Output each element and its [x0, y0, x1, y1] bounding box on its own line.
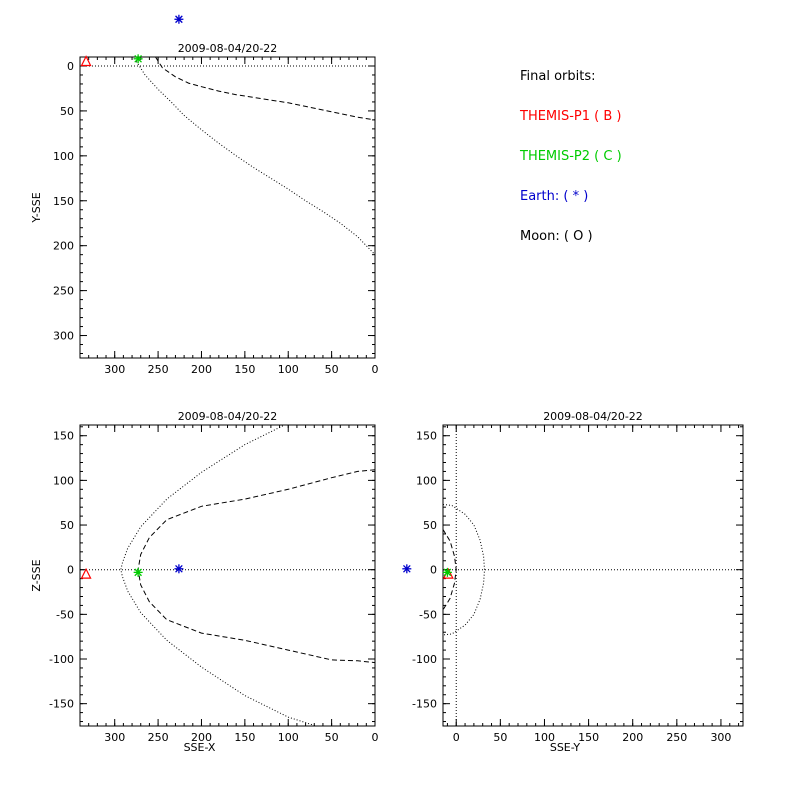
y-tick-label: -50 [56, 608, 74, 621]
y-tick-label: 150 [53, 195, 74, 208]
x-tick-label: 100 [534, 731, 555, 744]
x-tick-label: 150 [234, 363, 255, 376]
x-tick-label: 150 [578, 731, 599, 744]
y-axis-label: Y-SSE [30, 192, 43, 223]
orbit-curve-dotted [120, 425, 318, 726]
y-tick-label: 0 [67, 564, 74, 577]
earth-marker [174, 14, 184, 24]
x-tick-label: 300 [710, 731, 731, 744]
orbit-curve-dashed [443, 529, 457, 611]
x-tick-label: 250 [148, 731, 169, 744]
x-tick-label: 200 [622, 731, 643, 744]
x-tick-label: 50 [493, 731, 507, 744]
x-tick-label: 0 [453, 731, 460, 744]
x-tick-label: 300 [104, 363, 125, 376]
y-tick-label: 0 [430, 564, 437, 577]
plot-area [120, 425, 375, 726]
y-tick-label: -100 [49, 653, 74, 666]
y-tick-label: 150 [416, 430, 437, 443]
x-tick-label: 150 [234, 731, 255, 744]
asterisk-stroke [402, 564, 411, 573]
orbit-curve-dashed [137, 469, 375, 664]
y-tick-label: 100 [53, 150, 74, 163]
asterisk-stroke [134, 54, 142, 63]
asterisk-stroke [175, 564, 183, 573]
orbit-panel-3: 2009-08-04/20-22 0 50 100 150 200 250 300 -150 -1… [402, 410, 744, 754]
x-axis-label: SSE-Y [550, 741, 581, 754]
earth-marker [174, 564, 184, 574]
themis-p2-marker [442, 567, 452, 577]
x-tick-label: 100 [278, 363, 299, 376]
themis-p1-marker [80, 55, 92, 67]
x-tick-label: 50 [325, 731, 339, 744]
orbit-panel-2: 2009-08-04/20-22 300 250 200 150 100 50 0 -150 -1… [30, 410, 379, 754]
plot-area [443, 504, 486, 636]
y-tick-label: 50 [60, 105, 74, 118]
asterisk-stroke [443, 568, 452, 577]
x-tick-label: 200 [191, 363, 212, 376]
orbit-curve-dotted [443, 504, 486, 636]
themis-p1-marker [80, 567, 92, 579]
x-tick-label: 50 [325, 363, 339, 376]
y-tick-label: 100 [416, 474, 437, 487]
plot-title: 2009-08-04/20-22 [178, 410, 278, 423]
plot-title: 2009-08-04/20-22 [543, 410, 643, 423]
y-tick-label: 150 [53, 430, 74, 443]
orbit-curve-dashed [155, 57, 375, 121]
plot-frame [79, 424, 376, 727]
y-tick-label: -100 [412, 653, 437, 666]
y-tick-label: 300 [53, 330, 74, 343]
x-tick-label: 300 [104, 731, 125, 744]
orbit-curve-dotted [135, 61, 375, 256]
x-tick-label: 0 [372, 731, 379, 744]
y-tick-label: 100 [53, 474, 74, 487]
y-tick-label: 200 [53, 240, 74, 253]
x-tick-label: 250 [148, 363, 169, 376]
x-tick-label: 0 [372, 363, 379, 376]
asterisk-stroke [134, 568, 142, 577]
y-tick-label: 250 [53, 285, 74, 298]
x-tick-label: 100 [278, 731, 299, 744]
x-tick-label: 200 [191, 731, 212, 744]
plot-frame [79, 56, 376, 359]
plot-frame [442, 424, 744, 727]
y-tick-label: -150 [49, 698, 74, 711]
x-axis-label: SSE-X [184, 741, 216, 754]
themis-p2-marker [133, 567, 143, 577]
y-tick-label: 50 [423, 519, 437, 532]
plot-title: 2009-08-04/20-22 [178, 42, 278, 55]
y-tick-label: 50 [60, 519, 74, 532]
y-axis-label: Z-SSE [30, 559, 43, 591]
y-tick-label: -150 [412, 698, 437, 711]
y-tick-label: -50 [419, 608, 437, 621]
orbit-panel-1: 2009-08-04/20-22 300 250 200 150 100 50 0 0 50 100… [30, 14, 379, 376]
x-tick-label: 250 [666, 731, 687, 744]
earth-marker [402, 564, 412, 574]
plot-area [135, 57, 375, 256]
themis-p2-marker [133, 54, 143, 64]
y-tick-label: 0 [67, 60, 74, 73]
asterisk-stroke [175, 15, 183, 24]
